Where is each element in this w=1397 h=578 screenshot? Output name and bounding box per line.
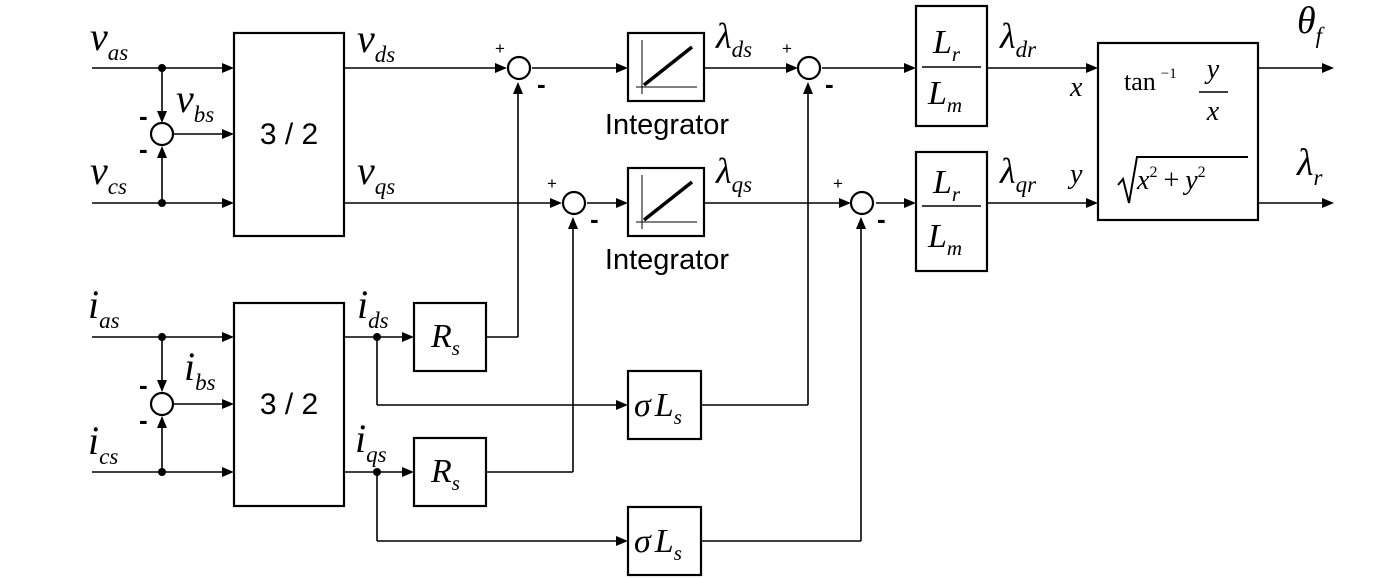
ratio-numerator-d: Lr bbox=[932, 24, 961, 66]
integrator-block-qs bbox=[626, 166, 706, 238]
signal-wires bbox=[92, 67, 1325, 542]
summing-junction-qs-voltage bbox=[561, 190, 587, 216]
integrator-label-ds: Integrator bbox=[605, 109, 729, 141]
sign-minus: - bbox=[537, 69, 546, 99]
resistance-block-qs bbox=[412, 436, 488, 508]
transform-label-voltage: 3 / 2 bbox=[260, 118, 318, 151]
magnitude-expression: x2 + y2 bbox=[1136, 164, 1206, 196]
leakage-block-qs bbox=[626, 505, 703, 577]
label-lambda-r: λr bbox=[1296, 142, 1323, 190]
arrowheads bbox=[157, 63, 1334, 546]
ratio-denominator-q: Lm bbox=[927, 218, 962, 260]
polar-conversion-block bbox=[1096, 41, 1260, 222]
sign-minus: - bbox=[877, 204, 886, 234]
label-v-ds: vds bbox=[357, 16, 395, 67]
resistance-label-qs: Rs bbox=[430, 453, 460, 495]
label-lambda-qs: λqs bbox=[715, 151, 752, 197]
ratio-denominator-d: Lm bbox=[927, 75, 962, 117]
label-i-qs: iqs bbox=[355, 416, 387, 467]
label-x: x bbox=[1069, 72, 1083, 103]
summing-junction-ds-flux bbox=[796, 55, 822, 81]
label-y: y bbox=[1067, 159, 1083, 190]
ratio-block-q bbox=[914, 150, 989, 273]
sign-minus: - bbox=[590, 204, 599, 234]
arctan-numerator: y bbox=[1204, 54, 1220, 85]
sign-plus: + bbox=[547, 174, 557, 193]
arctan-function-label: tan −1 bbox=[1124, 66, 1177, 96]
label-v-qs: vqs bbox=[357, 148, 395, 199]
label-v-as: vas bbox=[90, 14, 128, 65]
resistance-label-ds: Rs bbox=[430, 318, 460, 360]
label-i-cs: ics bbox=[88, 418, 118, 469]
ratio-block-d bbox=[914, 4, 989, 128]
label-theta-f: θf bbox=[1297, 0, 1326, 48]
leakage-label-qs: σ Ls bbox=[634, 523, 682, 565]
sign-minus: - bbox=[139, 370, 148, 400]
transform-block-current bbox=[232, 301, 346, 508]
resistance-block-ds bbox=[412, 301, 488, 373]
sign-minus: - bbox=[139, 101, 148, 131]
integrator-label-qs: Integrator bbox=[605, 244, 729, 276]
leakage-block-ds bbox=[626, 369, 703, 441]
label-i-ds: ids bbox=[357, 282, 389, 333]
sign-minus: - bbox=[139, 134, 148, 164]
label-v-bs: vbs bbox=[176, 76, 214, 127]
transform-label-current: 3 / 2 bbox=[260, 388, 318, 421]
integrator-block-ds bbox=[626, 31, 706, 103]
summing-junction-vbs bbox=[149, 121, 175, 147]
label-v-cs: vcs bbox=[90, 148, 127, 199]
label-i-bs: ibs bbox=[184, 344, 216, 395]
label-lambda-ds: λds bbox=[715, 16, 752, 62]
summing-junction-qs-flux bbox=[849, 190, 875, 216]
sign-plus: + bbox=[833, 174, 843, 193]
junction-signs: - - - - + - + - + - + - bbox=[139, 39, 886, 435]
junction-dots bbox=[158, 64, 381, 476]
transform-block-voltage bbox=[232, 31, 346, 238]
label-lambda-dr: λdr bbox=[999, 16, 1037, 62]
sign-plus: + bbox=[495, 39, 505, 58]
leakage-label-ds: σ Ls bbox=[634, 387, 682, 429]
summing-junction-ibs bbox=[149, 391, 175, 417]
ratio-numerator-q: Lr bbox=[932, 164, 961, 206]
label-i-as: ias bbox=[88, 282, 120, 333]
sign-minus: - bbox=[139, 405, 148, 435]
arctan-denominator: x bbox=[1206, 96, 1220, 127]
label-lambda-qr: λqr bbox=[999, 151, 1037, 197]
sign-plus: + bbox=[782, 39, 792, 58]
sign-minus: - bbox=[825, 69, 834, 99]
summing-junction-ds-voltage bbox=[506, 55, 532, 81]
